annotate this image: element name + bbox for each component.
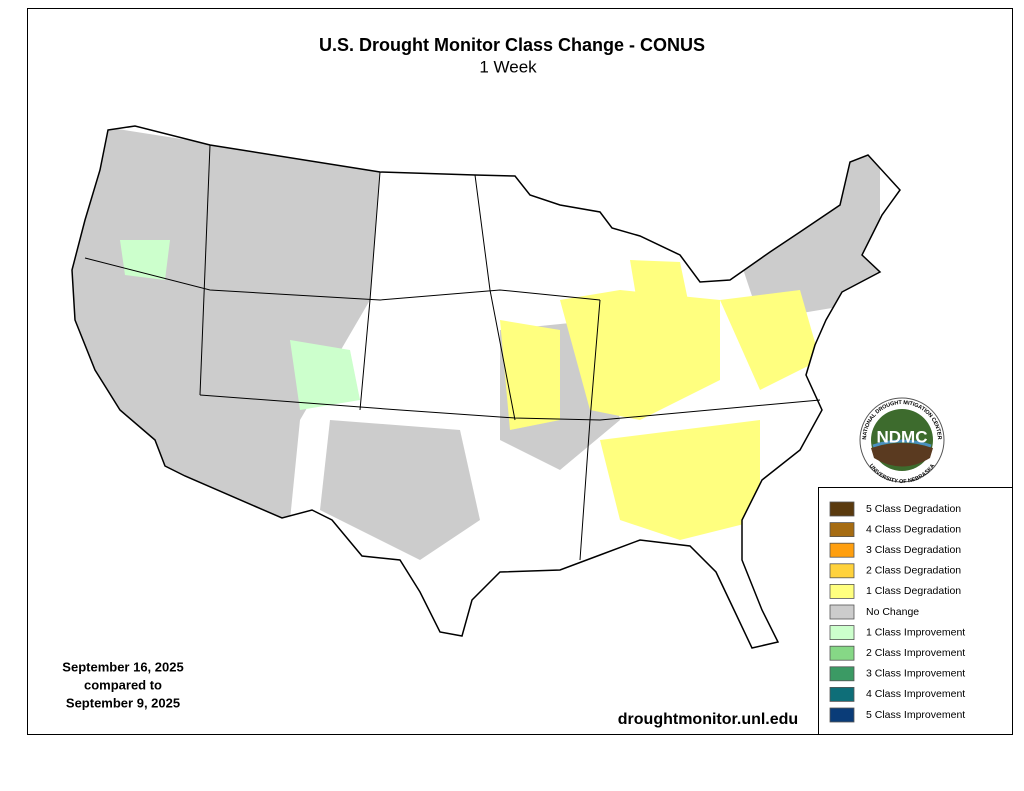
legend-label: 2 Class Degradation xyxy=(866,565,961,577)
legend-swatch xyxy=(829,625,855,640)
legend-label: No Change xyxy=(866,606,919,618)
legend-swatch xyxy=(829,584,855,599)
legend-label: 3 Class Improvement xyxy=(866,668,965,680)
legend-label: 5 Class Degradation xyxy=(866,503,961,515)
legend-label: 1 Class Improvement xyxy=(866,626,965,638)
logo: NDMC NATIONAL DROUGHT MITIGATION CENTER … xyxy=(859,397,945,486)
date-line: September 16, 2025 xyxy=(62,659,183,674)
legend-swatch xyxy=(829,501,855,517)
logo-text: NDMC xyxy=(877,427,928,446)
legend-swatch xyxy=(829,687,855,702)
legend-swatch xyxy=(829,645,855,661)
legend-label: 5 Class Improvement xyxy=(866,709,965,721)
legend-label: 4 Class Degradation xyxy=(866,523,961,535)
legend-swatch xyxy=(829,542,855,558)
legend: 5 Class Degradation 4 Class Degradation 3 … xyxy=(829,501,965,723)
legend-label: 3 Class Degradation xyxy=(866,544,961,556)
legend-swatch xyxy=(829,604,855,620)
date-line: compared to xyxy=(84,677,162,692)
source-url: droughtmonitor.unl.edu xyxy=(618,711,798,728)
legend-label: 4 Class Improvement xyxy=(866,688,965,700)
legend-swatch xyxy=(829,666,855,682)
legend-label: 2 Class Improvement xyxy=(866,647,965,659)
title: U.S. Drought Monitor Class Change - CONU… xyxy=(319,35,705,55)
legend-swatch xyxy=(829,707,855,723)
subtitle: 1 Week xyxy=(479,57,537,76)
date-block: September 16, 2025 compared to September 9… xyxy=(62,659,183,710)
date-line: September 9, 2025 xyxy=(66,695,180,710)
legend-swatch xyxy=(829,522,855,537)
legend-label: 1 Class Degradation xyxy=(866,585,961,597)
legend-swatch xyxy=(829,563,855,579)
